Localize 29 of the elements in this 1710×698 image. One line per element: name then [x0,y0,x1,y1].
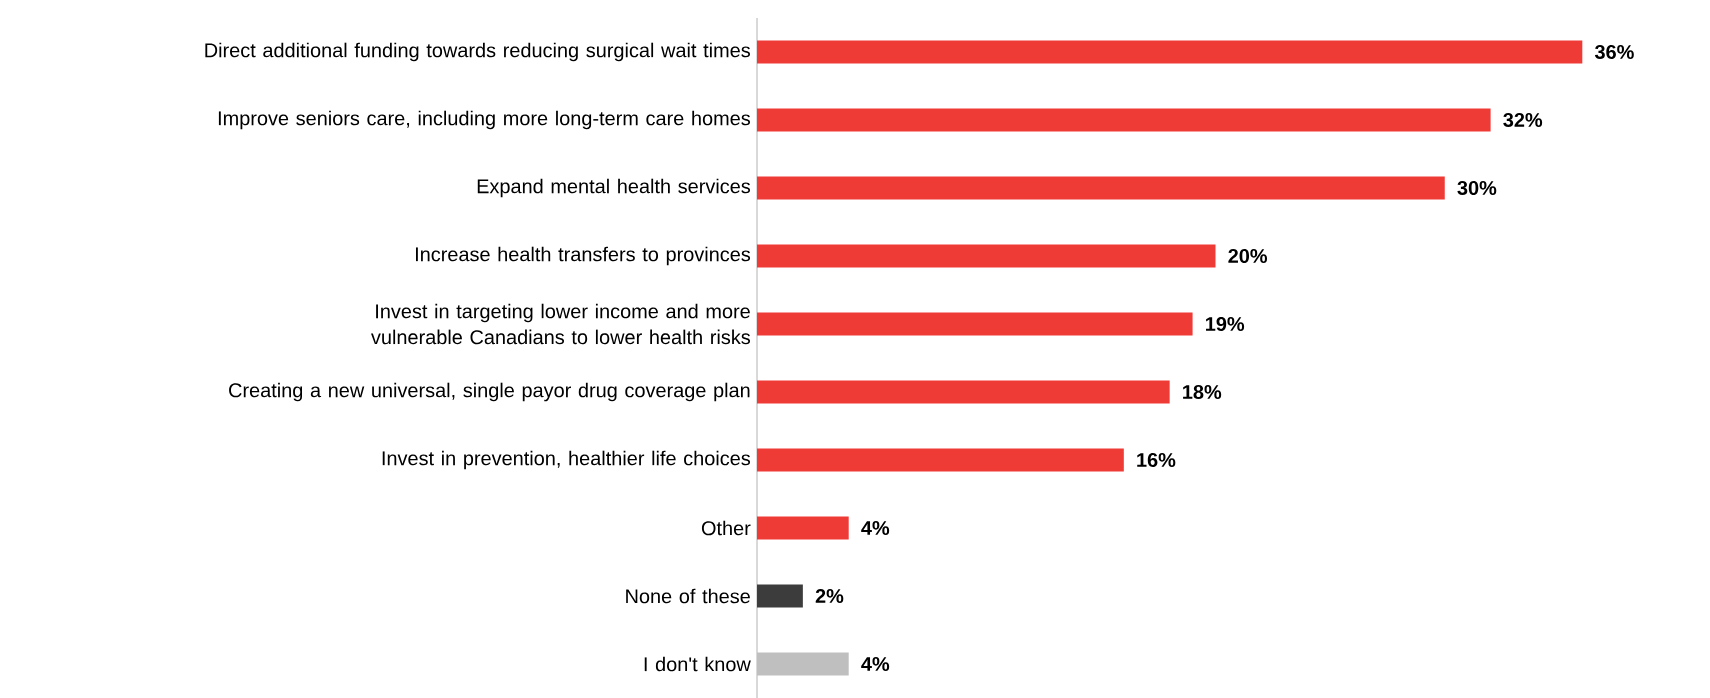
y-tick-label: Invest in prevention, healthier life choices [382,450,751,470]
data-label: 2% [815,588,844,604]
y-tick-label: Invest in targeting lower income and more vulnerable Canadians to lower health risks [371,303,751,345]
data-label: 18% [1183,384,1222,400]
data-label: 32% [1503,112,1543,128]
bar [757,380,1170,404]
bar [757,448,1124,472]
data-label: 30% [1457,180,1497,196]
y-tick-label: Other [701,520,751,536]
data-label: 4% [861,520,890,535]
bar [757,584,803,608]
data-label: 20% [1228,248,1268,264]
y-tick-label: Improve seniors care, including more long-term care homes [218,110,751,130]
data-label: 19% [1206,316,1245,332]
bar [757,108,1491,132]
y-tick-label: Increase health transfers to provinces [415,246,751,266]
data-label: 4% [861,656,890,671]
bar [757,244,1216,268]
bar [757,516,849,540]
bar [757,176,1445,200]
data-label: 16% [1137,452,1176,468]
bar [757,40,1583,64]
bar [757,312,1193,336]
y-tick-label: Direct additional funding towards reducing surgical wait times [205,42,750,62]
y-tick-label: Creating a new universal, single payor drug coverage plan [229,382,750,402]
y-tick-label: None of these [626,588,750,604]
data-label: 36% [1594,44,1634,60]
y-tick-label: Expand mental health services [477,178,751,198]
y-tick-label: I don't know [644,656,751,672]
